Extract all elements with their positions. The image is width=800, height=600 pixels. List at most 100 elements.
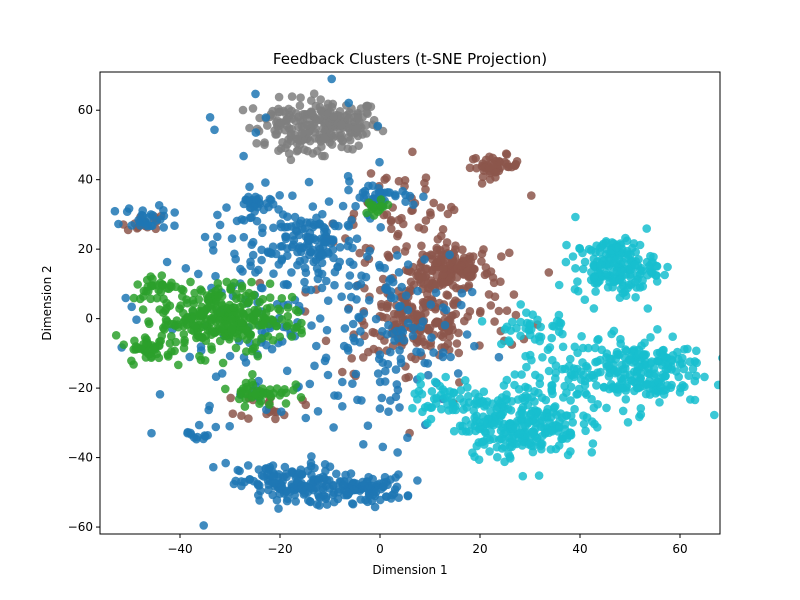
scatter-point-cyan (496, 411, 506, 420)
scatter-point-green (177, 284, 186, 294)
scatter-point-green (138, 305, 148, 314)
scatter-point-green (133, 280, 142, 289)
scatter-point-gray (287, 124, 297, 134)
scatter-point-blue (274, 205, 283, 214)
scatter-point-cyan (485, 447, 494, 456)
scatter-point-gray (238, 105, 248, 115)
scatter-point-brown (370, 328, 379, 338)
scatter-point-brown (454, 348, 464, 358)
scatter-point-cyan (534, 332, 544, 341)
scatter-point-cyan (589, 373, 599, 383)
scatter-point-cyan (589, 254, 599, 264)
scatter-point-green (231, 343, 241, 353)
scatter-point-brown (469, 252, 478, 261)
scatter-point-brown (443, 209, 453, 219)
scatter-point-blue (364, 472, 373, 482)
scatter-point-cyan (508, 317, 517, 327)
scatter-point-blue (301, 268, 311, 278)
scatter-point-blue (282, 486, 292, 496)
scatter-point-green (237, 284, 247, 293)
scatter-point-blue (291, 497, 301, 506)
scatter-point-cyan (611, 355, 620, 364)
scatter-point-blue (213, 232, 222, 242)
scatter-point-green (196, 355, 206, 365)
scatter-point-cyan (631, 293, 640, 302)
scatter-point-green (368, 200, 378, 210)
scatter-point-green (214, 316, 224, 326)
scatter-point-blue (251, 128, 261, 137)
scatter-point-brown (393, 231, 402, 241)
scatter-point-blue (361, 272, 371, 282)
scatter-point-cyan (688, 364, 698, 374)
scatter-point-blue (245, 182, 254, 192)
scatter-point-blue (340, 324, 350, 333)
scatter-point-blue (221, 458, 230, 468)
scatter-point-brown (380, 175, 390, 184)
scatter-point-cyan (517, 370, 526, 379)
scatter-point-gray (307, 96, 316, 105)
scatter-point-blue (427, 333, 436, 342)
scatter-point-blue (382, 285, 392, 295)
scatter-point-blue (222, 203, 231, 212)
y-tick-label: −60 (68, 520, 93, 534)
scatter-point-blue (210, 125, 219, 135)
scatter-point-cyan (604, 361, 614, 370)
scatter-point-green (265, 293, 275, 303)
scatter-point-cyan (441, 372, 451, 382)
scatter-point-blue (312, 264, 322, 273)
scatter-point-gray (348, 145, 357, 154)
scatter-point-cyan (635, 412, 644, 422)
x-axis: −40 −20 0 20 40 60 (167, 534, 688, 556)
scatter-point-blue (307, 321, 316, 330)
scatter-point-blue (377, 393, 387, 403)
scatter-point-blue (236, 264, 245, 274)
scatter-point-blue (446, 352, 455, 362)
scatter-point-blue (261, 178, 270, 187)
scatter-point-green (111, 331, 121, 340)
scatter-point-brown (505, 248, 514, 258)
scatter-point-cyan (562, 388, 571, 398)
scatter-point-blue (257, 255, 266, 265)
scatter-point-gray (344, 114, 354, 123)
scatter-point-cyan (637, 341, 646, 351)
scatter-point-brown (402, 242, 411, 251)
scatter-point-green (296, 393, 306, 402)
scatter-point-green (182, 295, 191, 304)
scatter-point-brown (404, 372, 414, 382)
scatter-point-blue (249, 202, 259, 211)
scatter-point-blue (328, 236, 338, 245)
scatter-point-cyan (623, 250, 633, 260)
scatter-point-cyan (443, 392, 452, 402)
scatter-point-gray (263, 121, 272, 130)
scatter-point-green (297, 328, 307, 338)
scatter-point-blue (151, 216, 161, 225)
scatter-point-cyan (686, 395, 695, 404)
scatter-point-green (196, 309, 205, 319)
scatter-point-blue (335, 484, 344, 494)
scatter-point-blue (211, 422, 221, 432)
scatter-point-brown (460, 316, 469, 326)
scatter-point-cyan (426, 414, 436, 424)
scatter-point-green (227, 324, 237, 333)
scatter-point-cyan (568, 252, 578, 261)
scatter-point-cyan (618, 406, 628, 416)
scatter-point-blue (243, 461, 253, 470)
scatter-point-green (180, 316, 190, 326)
scatter-point-cyan (623, 418, 633, 427)
scatter-point-brown (419, 224, 429, 234)
scatter-point-green (275, 332, 285, 342)
scatter-point-cyan (477, 437, 487, 447)
x-tick-label: 40 (572, 542, 587, 556)
scatter-point-green (287, 292, 297, 302)
scatter-point-blue (127, 302, 136, 312)
scatter-point-blue (308, 222, 318, 232)
scatter-point-cyan (673, 347, 682, 357)
scatter-point-cyan (468, 448, 477, 458)
scatter-point-cyan (492, 442, 502, 452)
scatter-point-cyan (496, 434, 506, 444)
scatter-point-blue (217, 369, 227, 378)
scatter-point-brown (544, 268, 554, 277)
scatter-point-green (242, 325, 252, 335)
scatter-point-blue (409, 200, 418, 209)
scatter-point-blue (342, 487, 351, 497)
